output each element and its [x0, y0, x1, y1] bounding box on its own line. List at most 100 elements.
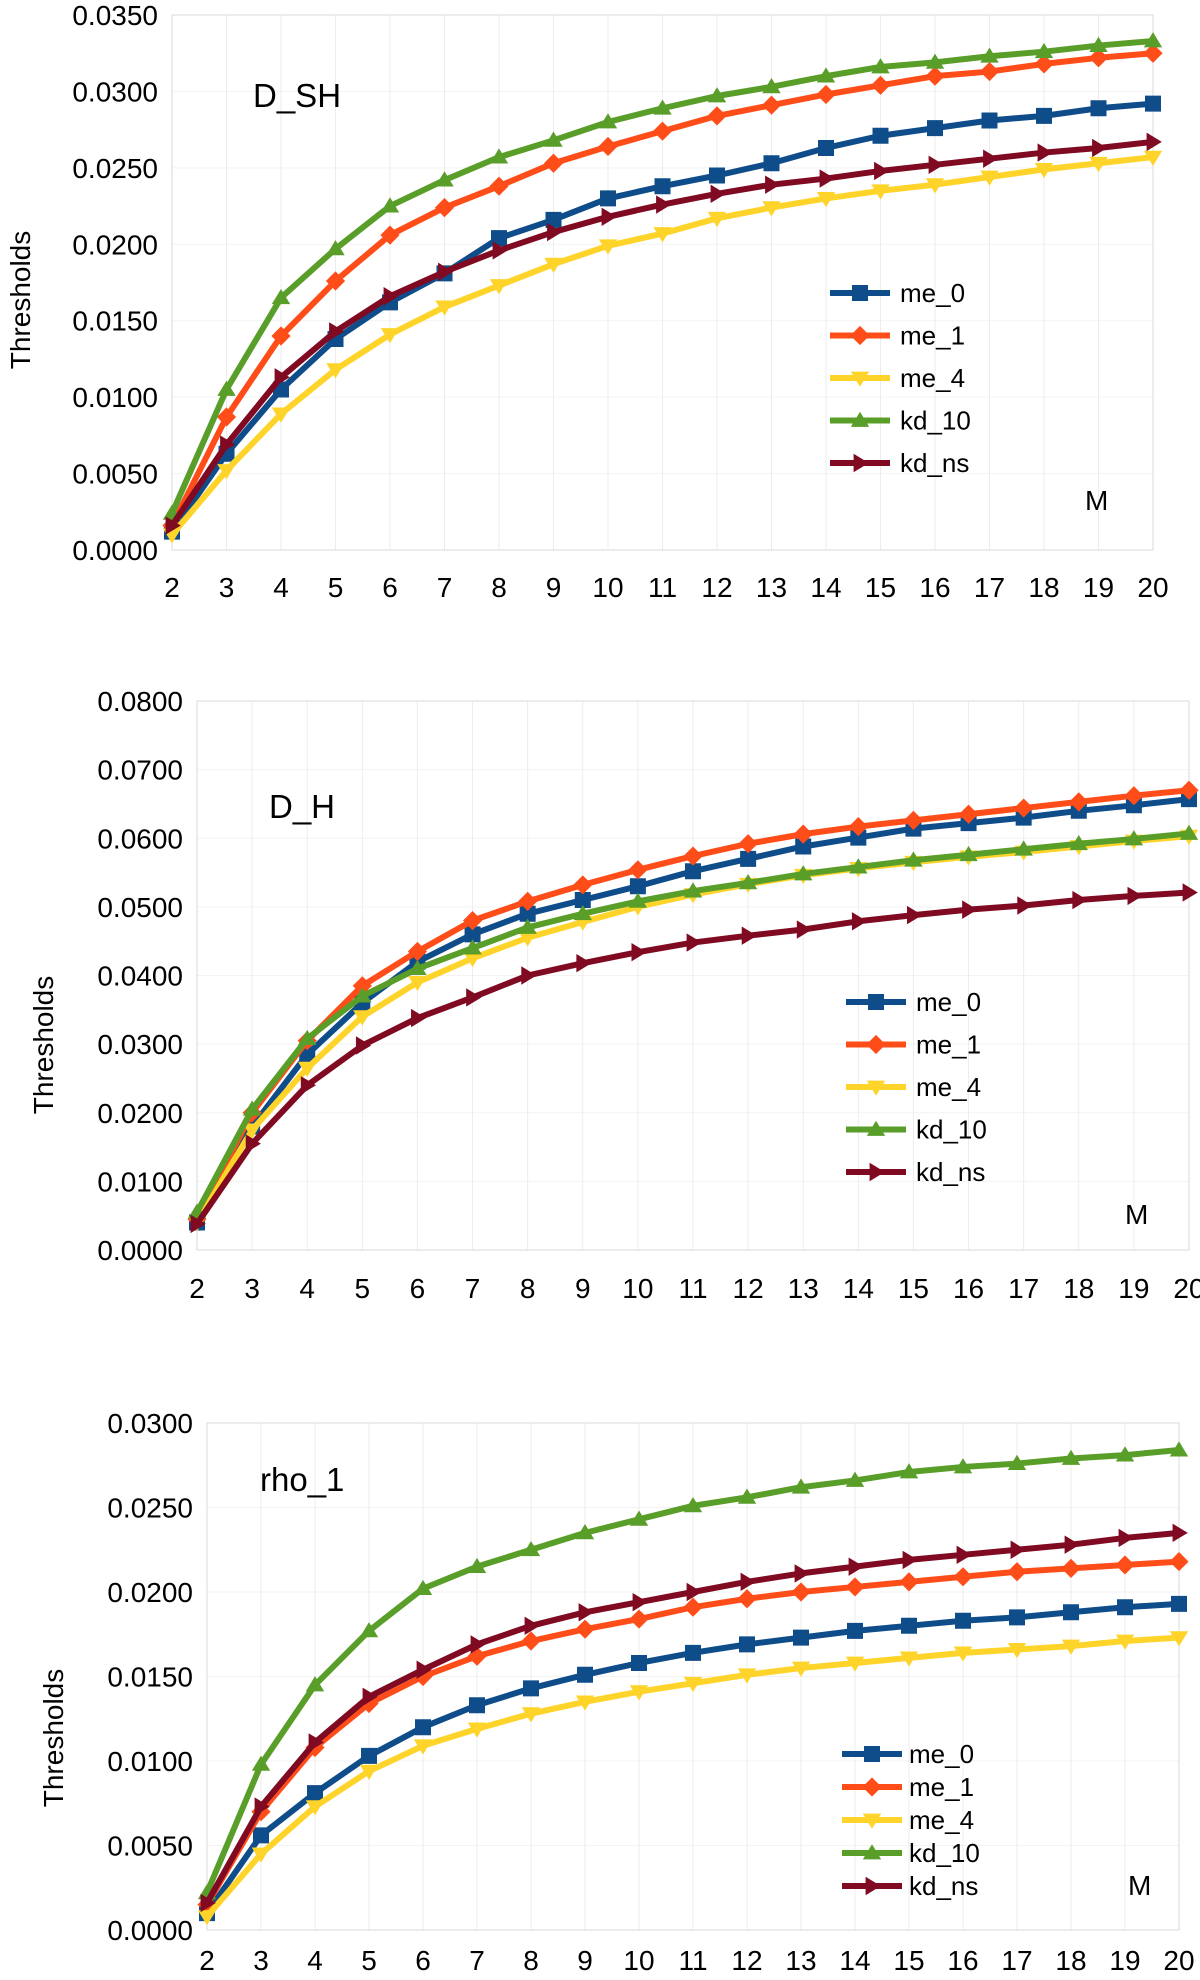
x-tick-label: 10	[622, 1273, 653, 1304]
data-point	[271, 326, 291, 346]
x-tick-label: 20	[1137, 572, 1168, 603]
data-point	[740, 1572, 756, 1592]
data-point	[576, 953, 592, 973]
x-tick-label: 14	[843, 1273, 874, 1304]
x-tick-label: 15	[898, 1273, 929, 1304]
data-point	[489, 148, 509, 164]
data-point	[380, 328, 400, 344]
legend-marker	[862, 1777, 882, 1797]
data-point	[435, 171, 454, 187]
data-point	[656, 195, 672, 214]
data-point	[629, 1609, 649, 1629]
data-point	[435, 300, 454, 316]
legend-label: kd_ns	[900, 448, 969, 478]
data-point	[709, 167, 725, 184]
data-point	[980, 47, 999, 63]
data-point	[794, 1564, 810, 1583]
data-point	[271, 288, 291, 305]
data-point	[849, 858, 868, 874]
chart-rho-1: 0.0000 0.0050 0.0100 0.0150 0.0200 0.0250 0.03…	[38, 1408, 1195, 1976]
data-point	[416, 1660, 432, 1679]
legend-label: me_4	[900, 363, 965, 393]
y-tick-label: 0.0200	[107, 1577, 193, 1608]
data-point	[1169, 1551, 1189, 1572]
legend-label: kd_ns	[916, 1157, 985, 1187]
legend-marker	[868, 994, 884, 1010]
data-point	[359, 1764, 379, 1780]
x-tick-label: 5	[328, 572, 344, 603]
data-point	[1115, 1634, 1135, 1650]
data-point	[524, 1616, 540, 1635]
series-me-4	[197, 1631, 1189, 1926]
data-point	[1118, 1528, 1134, 1548]
data-point	[816, 67, 836, 83]
data-point	[251, 1755, 271, 1771]
y-tick-label: 0.0400	[97, 961, 183, 992]
data-point	[1089, 36, 1108, 52]
series-me-0	[199, 1595, 1187, 1922]
legend-label: me_1	[909, 1772, 974, 1802]
data-point	[1179, 824, 1199, 840]
x-tick-label: 2	[199, 1945, 215, 1976]
data-point	[305, 1800, 325, 1816]
data-point	[467, 1557, 487, 1574]
data-point	[686, 1582, 702, 1602]
data-point	[707, 211, 727, 228]
data-point	[1124, 786, 1144, 806]
data-point	[492, 241, 508, 260]
legend-item: me_0	[830, 278, 965, 308]
legend-marker	[866, 1120, 886, 1136]
data-point	[1145, 95, 1161, 112]
data-point	[959, 845, 978, 862]
data-point	[408, 975, 427, 992]
x-tick-label: 18	[1055, 1945, 1086, 1976]
x-tick-label: 17	[974, 572, 1005, 603]
data-point	[1115, 1555, 1135, 1575]
y-tick-label: 0.0300	[107, 1408, 193, 1439]
data-point	[573, 875, 593, 895]
data-point	[871, 58, 890, 74]
x-tick-label: 8	[520, 1273, 536, 1304]
data-point	[1179, 780, 1199, 800]
data-point	[925, 53, 945, 69]
legend-label: kd_10	[900, 406, 971, 436]
data-point	[653, 99, 672, 115]
legend: me_0 me_1 me_4 kd_10 kd_ns	[830, 278, 971, 478]
data-point	[463, 939, 482, 955]
legend-item: me_4	[842, 1805, 974, 1835]
chart-title-d-h: D_H	[269, 788, 335, 825]
x-tick-label: 8	[491, 572, 507, 603]
data-point	[254, 1797, 270, 1816]
gridlines	[196, 700, 1190, 1251]
plot-frame	[171, 14, 1154, 551]
legend-item: kd_10	[846, 1115, 987, 1145]
data-point	[845, 1471, 865, 1487]
data-point	[983, 149, 999, 168]
x-tick-label: 20	[1173, 1273, 1200, 1304]
x-tick-label: 11	[648, 572, 677, 603]
x-tick-label: 6	[410, 1273, 426, 1304]
x-tick-label: 5	[361, 1945, 377, 1976]
data-point	[683, 1597, 703, 1617]
chart-title-d-sh: D_SH	[253, 77, 341, 114]
data-point	[1064, 1535, 1080, 1554]
x-tick-label: 14	[810, 572, 841, 603]
data-point	[545, 211, 562, 228]
data-point	[355, 1036, 372, 1055]
legend-label: kd_ns	[909, 1871, 978, 1901]
data-point	[216, 407, 237, 427]
data-point	[899, 1463, 919, 1479]
legend-label: kd_10	[909, 1838, 980, 1868]
x-tick-label: 7	[437, 572, 453, 603]
data-point	[544, 257, 563, 273]
x-tick-label: 12	[733, 1273, 764, 1304]
data-point	[1117, 1599, 1133, 1616]
legend-label: kd_10	[916, 1115, 987, 1145]
data-point	[629, 878, 646, 895]
data-point	[953, 1646, 973, 1662]
legend-label: me_0	[916, 987, 981, 1017]
data-point	[489, 176, 509, 196]
legend-marker	[850, 325, 870, 346]
data-point	[200, 1893, 216, 1913]
y-tick-label: 0.0000	[72, 535, 158, 566]
